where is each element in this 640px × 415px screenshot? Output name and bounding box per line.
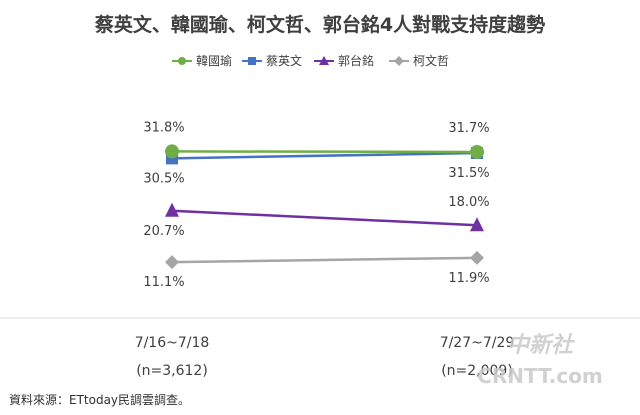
data-point-0-0 [165,144,179,159]
data-label-3-1: 11.9% [448,271,489,286]
legend-label-2: 郭台銘 [338,53,374,68]
legend-label-0: 韓國瑜 [196,53,232,68]
legend-label-3: 柯文哲 [413,53,449,68]
source-note: 資料來源：ETtoday民調雲調查。 [9,393,190,407]
data-point-2-0 [165,202,179,217]
series-line-3 [171,256,478,264]
data-label-2-1: 18.0% [448,195,489,210]
sample-size-label-0: (n=3,612) [136,363,208,379]
legend-marker-0 [178,57,186,65]
legend-label-1: 蔡英文 [266,53,302,68]
legend-marker-3 [394,56,404,66]
data-label-2-0: 20.7% [143,224,184,239]
legend-marker-1 [248,57,256,65]
data-label-3-0: 11.1% [143,275,184,290]
data-label-0-0: 31.8% [143,120,184,135]
series-line-1 [171,151,478,160]
data-point-3-0 [165,255,179,270]
chart-title: 蔡英文、韓國瑜、柯文哲、郭台銘4人對戰支持度趨勢 [95,13,545,36]
chart-legend: 韓國瑜 蔡英文 郭台銘 柯文哲 [172,53,449,68]
data-label-0-1: 31.7% [448,121,489,136]
category-labels: 7/16~7/18 (n=3,612) 7/27~7/29 (n=2,009) [135,335,515,379]
data-label-1-0: 30.5% [143,171,184,186]
watermark-logo: 中新社 CRNTT.com [477,332,603,388]
sample-size-label-1: (n=2,009) [441,363,513,379]
watermark-line2: CRNTT.com [477,364,603,388]
data-label-1-1: 31.5% [448,166,489,181]
data-point-0-1 [470,144,484,159]
x-tick-label-0: 7/16~7/18 [135,335,210,351]
series-line-2 [171,209,478,227]
series-line-0 [171,150,478,154]
data-point-3-1 [470,250,484,265]
data-point-2-1 [470,217,484,232]
legend-marker-2 [319,56,329,65]
watermark-line1: 中新社 [507,332,576,358]
series-layer: 11.1% 11.9% 20.7% 18.0% 30.5% 31.5% 31.8% 31.7% [143,120,489,290]
x-tick-label-1: 7/27~7/29 [440,335,515,351]
